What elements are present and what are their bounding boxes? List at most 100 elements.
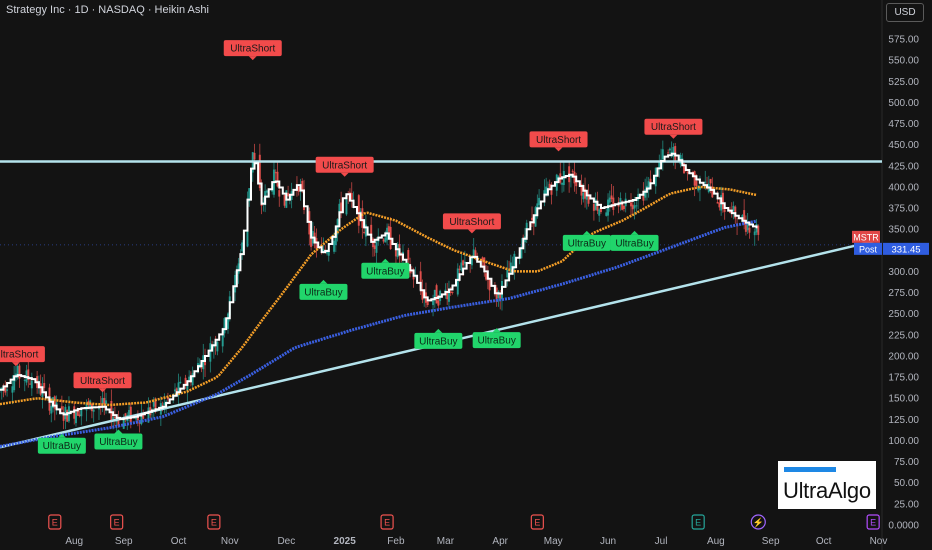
candle-body — [276, 171, 279, 187]
signal-label-text: UltraShort — [651, 122, 696, 133]
candle-body — [338, 203, 341, 216]
candle-body — [387, 226, 390, 232]
candle-body — [163, 402, 166, 406]
candle-body — [348, 192, 351, 194]
ultrashort-label[interactable] — [315, 156, 374, 173]
ultrabuy-label[interactable] — [37, 437, 86, 454]
x-tick-label: 2025 — [334, 536, 357, 547]
ultrashort-label[interactable] — [442, 213, 501, 230]
earnings-event-icon[interactable] — [110, 514, 124, 530]
candle-body — [698, 186, 701, 190]
candle-body — [531, 217, 534, 221]
candle-body — [209, 343, 212, 362]
ultraalgo-logo: UltraAlgo — [778, 461, 876, 509]
candle-body — [483, 257, 486, 270]
x-tick-label: Sep — [762, 536, 780, 547]
candle-body — [179, 381, 182, 384]
y-tick-label: 375.00 — [888, 204, 919, 215]
candle-body — [470, 257, 473, 266]
candle-body — [265, 190, 268, 193]
ultrabuy-label[interactable] — [610, 234, 659, 251]
ultrabuy-pointer — [114, 429, 123, 434]
ultrashort-label[interactable] — [0, 346, 45, 363]
earnings-event-icon[interactable] — [530, 514, 544, 530]
candle-body — [575, 182, 578, 187]
earnings-event-icon[interactable] — [866, 514, 880, 530]
candle-body — [274, 172, 277, 174]
price-step-line — [0, 152, 758, 421]
candle-body — [223, 318, 226, 334]
candle-body — [103, 398, 106, 405]
ultrashort-label[interactable] — [73, 372, 132, 389]
candle-body — [122, 417, 125, 429]
candle-body — [509, 262, 512, 275]
candle-body — [248, 188, 251, 202]
candle-body — [191, 373, 194, 386]
candle-body — [105, 400, 108, 404]
event-icon-text: ⚡ — [753, 517, 764, 529]
signal-label-text: UltraShort — [230, 44, 275, 55]
candle-body — [177, 382, 180, 396]
candle-body — [241, 242, 244, 252]
ultrabuy-label[interactable] — [472, 332, 521, 349]
ultrabuy-pointer — [434, 328, 443, 333]
logo-text: UltraAlgo — [783, 478, 871, 503]
ultrabuy-label[interactable] — [299, 283, 348, 300]
ultrabuy-label[interactable] — [414, 332, 463, 349]
x-tick-label: Apr — [492, 536, 508, 547]
ultrashort-pointer — [340, 172, 349, 177]
earnings-event-icon[interactable] — [380, 514, 394, 530]
ultrashort-label[interactable] — [529, 131, 588, 148]
candle-body — [350, 192, 353, 200]
candle-body — [363, 231, 366, 233]
x-tick-label: Dec — [277, 536, 295, 547]
candle-body — [253, 152, 256, 160]
candle-body — [757, 225, 760, 235]
candle-body — [18, 365, 21, 379]
candle-body — [227, 313, 230, 329]
currency-button[interactable]: USD — [886, 3, 924, 22]
candle-body — [361, 208, 364, 228]
y-tick-label: 525.00 — [888, 77, 919, 88]
candle-body — [173, 389, 176, 392]
candle-body — [743, 210, 746, 225]
symbol-tag-text: MSTR — [853, 232, 879, 242]
candle-body — [394, 249, 397, 257]
earnings-event-icon[interactable] — [691, 514, 705, 530]
candle-body — [543, 190, 546, 195]
candle-body — [538, 197, 541, 205]
x-tick-label: Jul — [655, 536, 668, 547]
ultrabuy-label[interactable] — [94, 433, 143, 450]
candle-body — [60, 406, 63, 410]
price-tag-text: 331.45 — [891, 244, 920, 255]
ultrashort-pointer — [467, 229, 476, 234]
ultrashort-label[interactable] — [223, 40, 282, 57]
ultrabuy-label[interactable] — [361, 262, 410, 279]
y-tick-label: 200.00 — [888, 351, 919, 362]
candle-body — [472, 249, 475, 258]
candle-body — [610, 195, 613, 200]
ultrabuy-label[interactable] — [562, 234, 611, 251]
earnings-event-icon[interactable] — [207, 514, 221, 530]
candle-body — [287, 193, 290, 196]
ultrabuy-pointer — [582, 230, 591, 235]
candle-body — [313, 232, 316, 239]
signal-label-text: UltraBuy — [568, 238, 606, 249]
ultrabuy-pointer — [57, 433, 66, 438]
candle-body — [435, 285, 438, 304]
candle-body — [128, 410, 131, 417]
candle-body — [592, 203, 595, 211]
candle-body — [456, 268, 459, 295]
y-tick-label: 425.00 — [888, 161, 919, 172]
candle-body — [216, 341, 219, 352]
split-event-icon[interactable] — [750, 514, 766, 530]
candle-body — [188, 376, 191, 381]
y-tick-label: 125.00 — [888, 415, 919, 426]
earnings-event-icon[interactable] — [48, 514, 62, 530]
candle-body — [463, 261, 466, 264]
candle-body — [721, 192, 724, 210]
ultrashort-label[interactable] — [644, 118, 703, 135]
candle-body — [23, 379, 26, 381]
